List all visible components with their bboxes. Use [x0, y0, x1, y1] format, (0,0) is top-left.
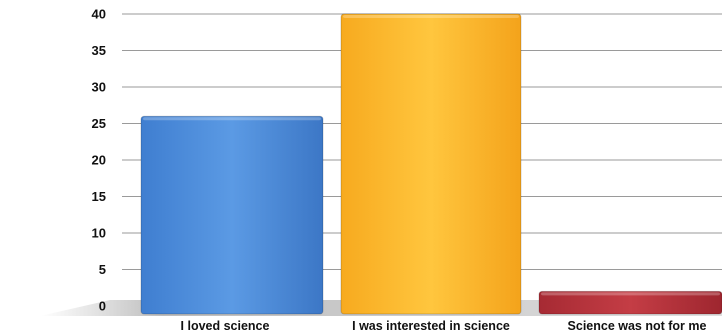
x-category-label: I loved science — [181, 319, 270, 333]
y-tick-label: 5 — [99, 262, 106, 277]
y-tick-label: 20 — [92, 153, 106, 168]
y-tick-label: 10 — [92, 226, 106, 241]
y-tick-label: 35 — [92, 43, 106, 58]
bars — [140, 13, 722, 315]
bar — [538, 290, 722, 315]
y-tick-label: 15 — [92, 189, 106, 204]
bar-highlight — [541, 292, 720, 296]
bar — [140, 115, 324, 315]
x-axis-category-labels: I loved science I was interested in scien… — [181, 319, 707, 333]
y-tick-label: 25 — [92, 116, 106, 131]
y-axis-tick-labels: 0 5 10 15 20 25 30 35 40 — [92, 7, 106, 314]
bar-highlight — [343, 15, 519, 18]
bar-highlight — [143, 117, 321, 121]
y-tick-label: 0 — [99, 299, 106, 314]
x-category-label: Science was not for me — [568, 319, 707, 333]
y-tick-label: 30 — [92, 80, 106, 95]
bar — [340, 13, 522, 315]
y-tick-label: 40 — [92, 7, 106, 22]
x-category-label: I was interested in science — [352, 319, 510, 333]
